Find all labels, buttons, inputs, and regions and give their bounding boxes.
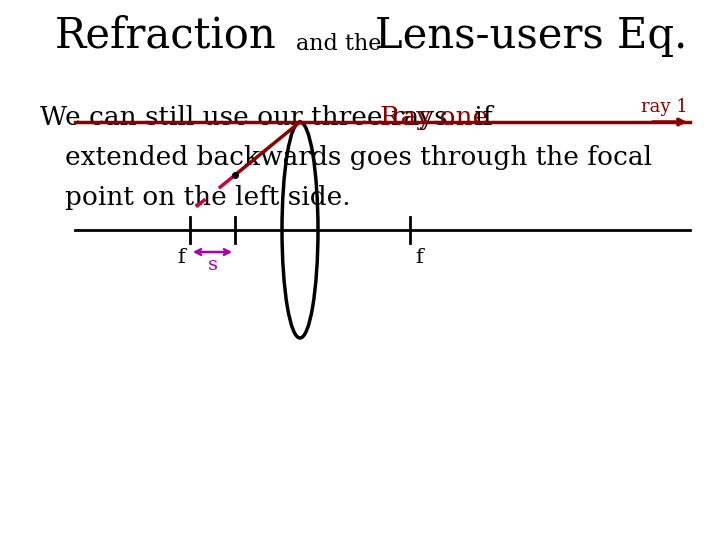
Text: Lens-users Eq.: Lens-users Eq.	[375, 15, 688, 57]
Text: Refraction: Refraction	[55, 15, 276, 57]
Text: f: f	[415, 248, 423, 267]
Text: ray 1: ray 1	[642, 98, 688, 116]
Text: and the: and the	[296, 33, 382, 55]
Text: We can still use our three rays.: We can still use our three rays.	[40, 105, 473, 130]
Text: f: f	[177, 248, 185, 267]
Text: s: s	[207, 256, 217, 274]
Text: extended backwards goes through the focal: extended backwards goes through the foca…	[65, 145, 652, 170]
Text: Ray one: Ray one	[380, 105, 488, 130]
Text: point on the left side.: point on the left side.	[65, 185, 351, 210]
Text: if: if	[466, 105, 492, 130]
